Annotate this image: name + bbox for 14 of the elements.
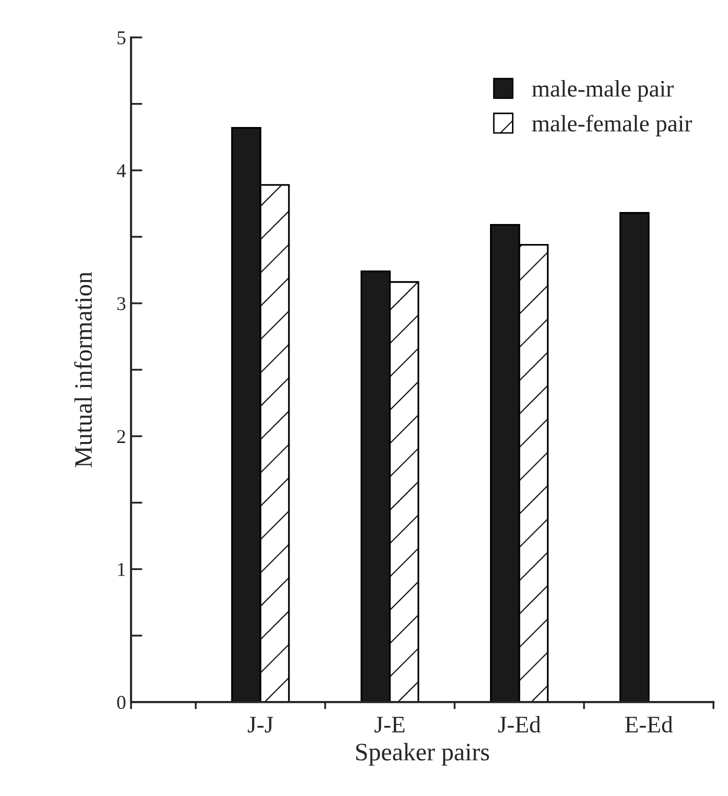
x-tick-label: J-E [374, 716, 404, 733]
y-tick-label: 0 [117, 696, 126, 710]
y-tick-label: 5 [118, 31, 126, 44]
x-tick-label: J-J [248, 716, 274, 733]
y-tick-label: 3 [117, 297, 126, 310]
legend-label: male-female pair [532, 114, 692, 136]
y-axis-title: Mutual information [74, 272, 92, 468]
y-tick-label: 2 [117, 430, 126, 443]
legend-label: male-male pair [532, 80, 674, 102]
y-tick-label: 1 [118, 563, 126, 576]
x-axis-title: Speaker pairs [356, 742, 490, 766]
x-tick-label: E-Ed [625, 716, 673, 733]
x-tick-label: J-Ed [498, 716, 541, 733]
y-tick-label: 4 [116, 164, 126, 178]
